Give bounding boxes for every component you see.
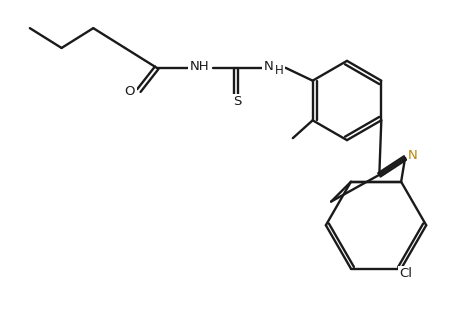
Text: NH: NH <box>190 60 209 73</box>
Text: N: N <box>408 149 418 162</box>
Text: H: H <box>275 64 284 77</box>
Text: N: N <box>264 60 274 73</box>
Text: Cl: Cl <box>400 267 413 280</box>
Text: S: S <box>233 95 241 108</box>
Text: O: O <box>124 85 135 98</box>
